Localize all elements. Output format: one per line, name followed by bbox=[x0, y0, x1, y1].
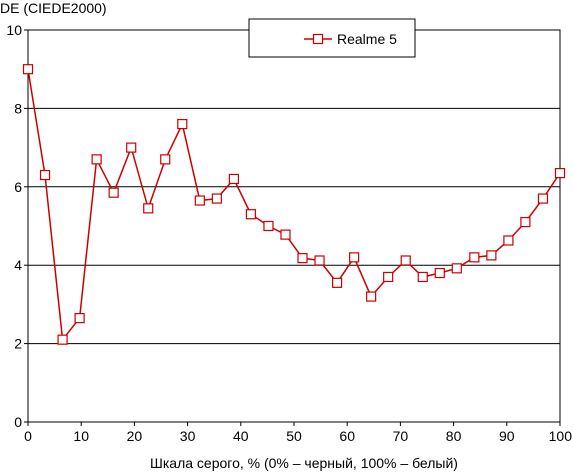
y-tick-label: 2 bbox=[14, 336, 22, 352]
gridlines bbox=[28, 107, 560, 345]
data-point bbox=[211, 193, 222, 204]
data-point bbox=[194, 195, 205, 206]
data-point bbox=[228, 173, 239, 185]
y-tick-label: 8 bbox=[14, 100, 22, 116]
plot-area bbox=[27, 29, 561, 423]
x-tick-label: 10 bbox=[73, 428, 89, 444]
x-axis-ticks: 0 10 20 30 40 50 60 70 80 90 100 bbox=[24, 422, 572, 444]
data-point bbox=[469, 252, 480, 263]
x-tick-label: 80 bbox=[446, 428, 462, 444]
legend-marker bbox=[312, 33, 324, 45]
data-point bbox=[74, 313, 85, 324]
data-point bbox=[177, 118, 188, 130]
data-point bbox=[383, 271, 394, 283]
x-tick-label: 20 bbox=[127, 428, 143, 444]
data-point bbox=[503, 235, 514, 246]
legend-label: Realme 5 bbox=[337, 31, 397, 47]
y-tick-label: 10 bbox=[6, 22, 22, 38]
y-tick-label: 0 bbox=[14, 414, 22, 430]
data-point bbox=[126, 142, 137, 153]
data-point bbox=[434, 267, 445, 279]
data-point bbox=[349, 252, 360, 263]
data-point bbox=[486, 250, 497, 261]
x-axis-label: Шкала серого, % (0% – черный, 100% – бел… bbox=[150, 455, 458, 471]
y-axis-ticks: 0 2 4 6 8 10 bbox=[6, 22, 28, 430]
x-tick-label: 90 bbox=[499, 428, 515, 444]
data-point bbox=[314, 255, 325, 266]
data-point bbox=[108, 187, 119, 198]
data-point bbox=[160, 154, 171, 165]
data-point bbox=[297, 253, 308, 264]
data-point bbox=[520, 216, 531, 228]
series-line bbox=[27, 69, 561, 342]
y-tick-label: 6 bbox=[14, 179, 22, 195]
data-point bbox=[263, 220, 274, 232]
x-tick-label: 50 bbox=[286, 428, 302, 444]
series-layer bbox=[22, 64, 566, 345]
data-point bbox=[143, 203, 154, 214]
data-point bbox=[57, 334, 68, 345]
x-tick-label: 60 bbox=[339, 428, 355, 444]
x-tick-label: 30 bbox=[180, 428, 196, 444]
data-point bbox=[451, 263, 462, 274]
data-point bbox=[400, 255, 411, 266]
data-point bbox=[280, 229, 291, 240]
legend: Realme 5 bbox=[248, 18, 416, 58]
data-point bbox=[554, 167, 566, 179]
x-tick-label: 40 bbox=[233, 428, 249, 444]
data-point bbox=[537, 193, 549, 204]
data-point bbox=[366, 291, 377, 302]
legend-box bbox=[248, 18, 416, 58]
x-tick-label: 0 bbox=[24, 428, 32, 444]
data-point bbox=[245, 209, 257, 220]
data-point bbox=[331, 277, 343, 288]
y-axis-label: DE (CIEDE2000) bbox=[0, 0, 107, 16]
x-tick-label: 70 bbox=[393, 428, 409, 444]
data-point bbox=[417, 271, 428, 283]
data-point bbox=[91, 154, 102, 165]
y-tick-label: 4 bbox=[14, 257, 22, 273]
data-point bbox=[22, 64, 34, 75]
x-tick-label: 100 bbox=[549, 428, 573, 444]
data-point bbox=[39, 169, 51, 181]
